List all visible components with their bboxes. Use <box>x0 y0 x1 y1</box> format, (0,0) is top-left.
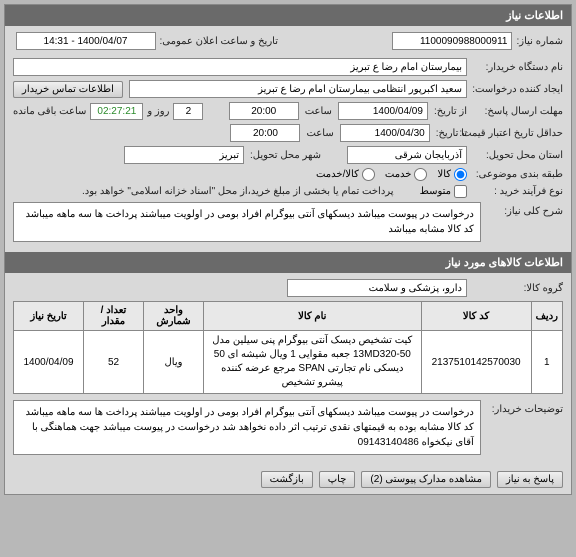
general-desc-box: درخواست در پیوست میباشد دیسکهای آنتی بیو… <box>13 202 481 242</box>
field-deadline-date: 1400/04/09 <box>338 102 428 120</box>
table-row: 1 2137510142570030 کیت تشخیص دیسک آنتی ب… <box>14 331 563 394</box>
items-table: ردیف کد کالا نام کالا واحد شمارش تعداد /… <box>13 301 563 394</box>
attachments-button[interactable]: مشاهده مدارک پیوستی (2) <box>361 471 491 488</box>
field-delivery-city: تبریز <box>124 146 244 164</box>
table-header-row: ردیف کد کالا نام کالا واحد شمارش تعداد /… <box>14 302 563 331</box>
back-button[interactable]: بازگشت <box>261 471 313 488</box>
th-code: کد کالا <box>421 302 531 331</box>
td-need-date: 1400/04/09 <box>14 331 84 394</box>
radio-goods-service[interactable]: کالا/خدمت <box>316 168 375 181</box>
form-area-main: شماره نیاز: 1100090988000911 تاریخ و ساع… <box>5 26 571 252</box>
buyer-desc-box: درخواست در پیوست میباشد دیسکهای آنتی بیو… <box>13 400 481 455</box>
field-delivery-province: آذربایجان شرقی <box>347 146 467 164</box>
td-row: 1 <box>531 331 562 394</box>
th-need-date: تاریخ نیاز <box>14 302 84 331</box>
td-code: 2137510142570030 <box>421 331 531 394</box>
field-buyer-device: بیمارستان امام رضا ع تبریز <box>13 58 467 76</box>
form-container: اطلاعات نیاز شماره نیاز: 110009098800091… <box>4 4 572 495</box>
label-deadline: مهلت ارسال پاسخ: <box>473 106 563 117</box>
label-announce-datetime: تاریخ و ساعت اعلان عمومی: <box>160 36 279 47</box>
purchase-note: پرداخت تمام یا بخشی از مبلغ خرید،از محل … <box>82 186 394 197</box>
td-name: کیت تشخیص دیسک آنتی بیوگرام پنی سیلین مد… <box>204 331 422 394</box>
label-saat-1: ساعت <box>305 106 332 117</box>
label-saat-2: ساعت <box>306 128 333 139</box>
radio-goods-label: کالا <box>437 169 451 180</box>
field-announce-datetime: 1400/04/07 - 14:31 <box>16 32 156 50</box>
radio-goods-service-input[interactable] <box>362 168 375 181</box>
th-name: نام کالا <box>204 302 422 331</box>
label-goods-group: گروه کالا: <box>473 283 563 294</box>
label-remaining: ساعت باقی مانده <box>13 106 86 117</box>
label-buyer-desc: توضیحات خریدار: <box>487 400 563 415</box>
label-general-code: شرح کلی نیاز: <box>487 202 563 217</box>
label-buyer-device: نام دستگاه خریدار: <box>473 62 563 73</box>
th-qty: تعداد / مقدار <box>84 302 144 331</box>
checkbox-medium-label: متوسط <box>420 186 451 197</box>
label-from-date: از تاریخ: <box>434 106 467 117</box>
reply-button[interactable]: پاسخ به نیاز <box>497 471 563 488</box>
checkbox-medium[interactable]: متوسط <box>420 185 467 198</box>
checkbox-medium-input[interactable] <box>454 185 467 198</box>
label-rooz: روز و <box>147 106 169 117</box>
section-header-need-info: اطلاعات نیاز <box>5 5 571 26</box>
th-unit: واحد شمارش <box>144 302 204 331</box>
field-valid-time: 20:00 <box>230 124 300 142</box>
radio-goods-service-label: کالا/خدمت <box>316 169 359 180</box>
label-delivery-province: استان محل تحویل: <box>473 150 563 161</box>
field-need-number: 1100090988000911 <box>392 32 512 50</box>
countdown-days: 2 <box>173 103 203 120</box>
footer-buttons: پاسخ به نیاز مشاهده مدارک پیوستی (2) چاپ… <box>5 465 571 494</box>
radio-service-label: خدمت <box>385 169 412 180</box>
th-row: ردیف <box>531 302 562 331</box>
countdown-time: 02:27:21 <box>90 103 143 120</box>
field-deadline-time: 20:00 <box>229 102 299 120</box>
label-to-date: تا تاریخ: <box>436 128 467 139</box>
radio-goods-input[interactable] <box>454 168 467 181</box>
print-button[interactable]: چاپ <box>319 471 356 488</box>
label-delivery-city: شهر محل تحویل: <box>250 150 321 161</box>
section-header-items: اطلاعات کالاهای مورد نیاز <box>5 252 571 273</box>
label-purchase-type: نوع فرآیند خرید : <box>473 186 563 197</box>
td-qty: 52 <box>84 331 144 394</box>
form-area-items: گروه کالا: دارو، پزشکی و سلامت ردیف کد ک… <box>5 273 571 465</box>
field-goods-group: دارو، پزشکی و سلامت <box>287 279 467 297</box>
radio-service[interactable]: خدمت <box>385 168 428 181</box>
countdown: 2 روز و 02:27:21 ساعت باقی مانده <box>13 103 203 120</box>
td-unit: ویال <box>144 331 204 394</box>
radio-service-input[interactable] <box>414 168 427 181</box>
field-valid-date: 1400/04/30 <box>340 124 430 142</box>
radio-group-type: کالا خدمت کالا/خدمت <box>316 168 467 181</box>
label-need-number: شماره نیاز: <box>516 36 563 47</box>
radio-goods[interactable]: کالا <box>437 168 467 181</box>
field-request-creator: سعید اکبرپور انتظامی بیمارستان امام رضا … <box>129 80 467 98</box>
label-min-valid: حداقل تاریخ اعتبار قیمت: <box>473 128 563 139</box>
label-request-creator: ایجاد کننده درخواست: <box>473 84 563 95</box>
label-grouping: طبقه بندی موضوعی: <box>473 169 563 180</box>
buyer-contact-button[interactable]: اطلاعات تماس خریدار <box>13 81 123 98</box>
